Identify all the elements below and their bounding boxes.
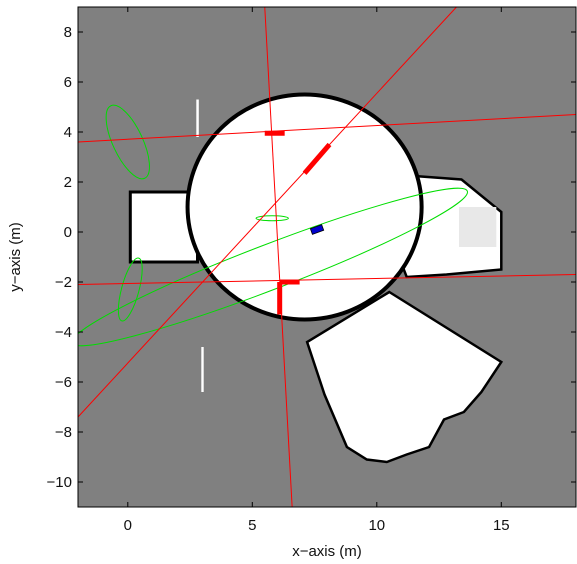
x-tick-label: 0 [124, 517, 132, 534]
y-tick-label: 6 [64, 74, 72, 91]
map-post-bottom [201, 347, 204, 392]
y-tick-label: 4 [64, 124, 72, 141]
x-tick-label: 5 [248, 517, 256, 534]
map-wedge-lower [305, 290, 504, 464]
map-corridor-left [128, 190, 199, 264]
y-tick-label: −2 [55, 274, 72, 291]
map-wedge-right-shade [459, 207, 497, 247]
occupancy-map [128, 92, 504, 464]
plot-frame [77, 6, 577, 508]
y-tick-label: −10 [47, 474, 72, 491]
map-hall [185, 92, 424, 322]
uncertainty-ellipse-2 [117, 257, 143, 322]
map-post-top [196, 99, 199, 137]
x-axis-label: x−axis (m) [292, 543, 362, 560]
x-tick-label: 10 [368, 517, 385, 534]
robot-pose [309, 224, 325, 235]
extracted-line-3 [264, 7, 293, 507]
y-tick-label: 8 [64, 24, 72, 41]
landmark-segment-2 [302, 142, 332, 175]
extracted-line-2 [78, 274, 576, 285]
y-tick-label: 0 [64, 224, 72, 241]
y-axis-ticks: 8 6 4 2 0 −2 −4 −6 −8 −10 [47, 24, 576, 491]
y-tick-label: −6 [55, 374, 72, 391]
robot-marker [309, 224, 325, 235]
x-axis-ticks: 0 5 10 15 [124, 7, 510, 534]
y-axis-label: y−axis (m) [7, 222, 24, 292]
extracted-lines [78, 7, 576, 507]
uncertainty-ellipse-1 [105, 104, 150, 180]
extracted-line-4 [78, 7, 457, 418]
uncertainty-ellipse-3 [255, 215, 289, 222]
y-tick-label: −8 [55, 424, 72, 441]
y-tick-label: −4 [55, 324, 72, 341]
landmark-segments [264, 130, 332, 315]
extracted-line-1 [78, 114, 576, 143]
y-tick-label: 2 [64, 174, 72, 191]
x-tick-label: 15 [493, 517, 510, 534]
